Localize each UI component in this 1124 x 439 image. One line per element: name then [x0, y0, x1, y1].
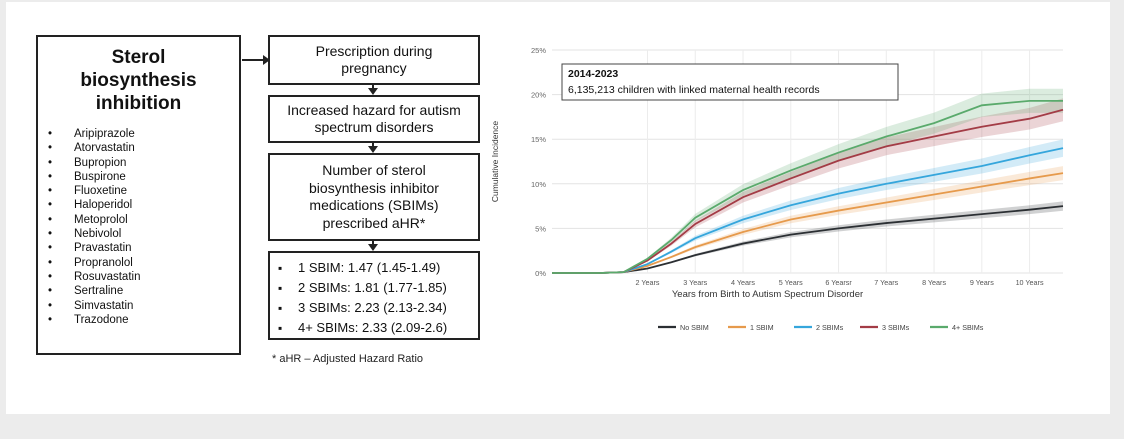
series-ribbon	[552, 88, 1063, 273]
y-tick-label: 25%	[531, 46, 546, 55]
flow-results-box: 1 SBIM: 1.47 (1.45-1.49)2 SBIMs: 1.81 (1…	[268, 251, 480, 340]
result-item: 2 SBIMs: 1.81 (1.77-1.85)	[276, 278, 478, 298]
drug-item: Sertraline	[48, 284, 239, 299]
result-item: 4+ SBIMs: 2.33 (2.09-2.6)	[276, 318, 478, 338]
arrow-down-icon	[368, 143, 378, 153]
legend-item: 1 SBIM	[728, 323, 774, 332]
result-item: 1 SBIM: 1.47 (1.45-1.49)	[276, 258, 478, 278]
legend-label: 1 SBIM	[750, 323, 774, 332]
flow-step-hazard: Increased hazard for autism spectrum dis…	[268, 95, 480, 143]
x-tick-label: 10 Years	[1016, 278, 1044, 287]
box-title: Sterol biosynthesis inhibition	[80, 47, 197, 114]
drug-item: Trazodone	[48, 313, 239, 328]
drug-item: Nebivolol	[48, 227, 239, 242]
y-tick-label: 10%	[531, 180, 546, 189]
x-tick-label: 5 Years	[779, 278, 803, 287]
result-item: 3 SBIMs: 2.23 (2.13-2.34)	[276, 298, 478, 318]
annotation-title: 2014-2023	[568, 68, 618, 80]
legend-item: 4+ SBIMs	[930, 323, 984, 332]
drug-item: Fluoxetine	[48, 184, 239, 199]
x-tick-label: 3 Years	[683, 278, 707, 287]
drug-item: Pravastatin	[48, 241, 239, 256]
drug-item: Propranolol	[48, 256, 239, 271]
series-line	[552, 99, 1063, 274]
sterol-inhibition-box: Sterol biosynthesis inhibition Aripipraz…	[36, 35, 241, 355]
flow-step-count: Number of sterol biosynthesis inhibitor …	[268, 153, 480, 241]
x-tick-label: 8 Years	[922, 278, 946, 287]
drug-item: Buspirone	[48, 170, 239, 185]
drug-list: AripiprazoleAtorvastatinBupropionBuspiro…	[38, 127, 239, 327]
y-axis-label: Cumulative Incidence	[490, 121, 500, 203]
y-tick-label: 5%	[535, 224, 546, 233]
x-tick-label: 9 Years	[970, 278, 994, 287]
y-tick-label: 15%	[531, 135, 546, 144]
legend-item: No SBIM	[658, 323, 709, 332]
legend-label: 4+ SBIMs	[952, 323, 984, 332]
drug-item: Haloperidol	[48, 198, 239, 213]
y-tick-label: 20%	[531, 91, 546, 100]
drug-item: Atorvastatin	[48, 141, 239, 156]
y-tick-label: 0%	[535, 269, 546, 278]
arrow-down-icon	[368, 241, 378, 251]
legend-label: 3 SBIMs	[882, 323, 910, 332]
drug-item: Simvastatin	[48, 299, 239, 314]
series-ribbon	[552, 98, 1063, 273]
x-axis-label: Years from Birth to Autism Spectrum Diso…	[672, 289, 863, 300]
drug-item: Aripiprazole	[48, 127, 239, 142]
series-ribbon	[552, 166, 1063, 273]
x-tick-label: 2 Years	[636, 278, 660, 287]
annotation-box	[561, 63, 899, 101]
legend-item: 2 SBIMs	[794, 323, 844, 332]
arrow-right-icon	[242, 55, 270, 65]
annotation-text: 6,135,213 children with linked maternal …	[568, 84, 820, 96]
x-tick-label: 6 Yearsr	[825, 278, 852, 287]
drug-item: Rosuvastatin	[48, 270, 239, 285]
legend-label: No SBIM	[680, 323, 709, 332]
footnote: * aHR – Adjusted Hazard Ratio	[272, 353, 424, 365]
arrow-down-icon	[368, 85, 378, 95]
series-ribbon	[552, 139, 1063, 273]
legend-item: 3 SBIMs	[860, 323, 910, 332]
cumulative-incidence-chart: 0% 5% 10% 15% 20% 25% 2 Years 3 Years 4 Years 5 Y…	[490, 46, 1064, 332]
x-tick-label: 4 Years	[731, 278, 755, 287]
flow-step-prescription: Prescription during pregnancy	[268, 35, 480, 85]
drug-item: Bupropion	[48, 156, 239, 171]
legend-label: 2 SBIMs	[816, 323, 844, 332]
drug-item: Metoprolol	[48, 213, 239, 228]
x-tick-label: 7 Years	[874, 278, 898, 287]
